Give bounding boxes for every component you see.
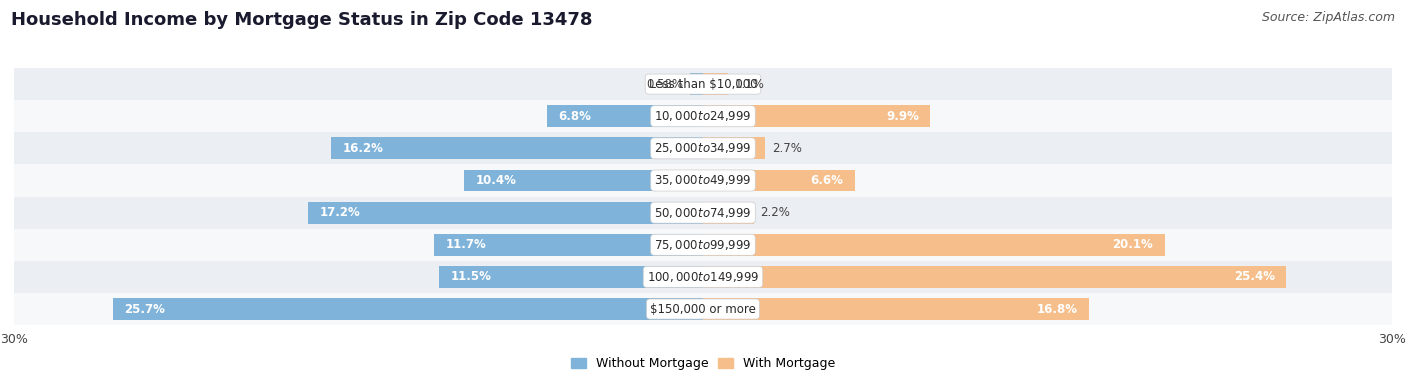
Text: 11.7%: 11.7%	[446, 238, 486, 251]
Bar	[547, 105, 703, 127]
Text: 2.7%: 2.7%	[772, 142, 801, 155]
Bar	[14, 293, 1392, 325]
Text: 17.2%: 17.2%	[319, 206, 360, 219]
Bar	[703, 105, 931, 127]
Legend: Without Mortgage, With Mortgage: Without Mortgage, With Mortgage	[565, 352, 841, 375]
Bar	[690, 73, 703, 95]
Text: $100,000 to $149,999: $100,000 to $149,999	[647, 270, 759, 284]
Bar	[703, 298, 1088, 320]
Text: 6.6%: 6.6%	[810, 174, 844, 187]
Text: 6.8%: 6.8%	[558, 110, 591, 123]
Text: 16.2%: 16.2%	[343, 142, 384, 155]
Bar	[703, 138, 765, 159]
Bar	[434, 234, 703, 256]
Bar	[14, 229, 1392, 261]
Bar	[14, 261, 1392, 293]
Text: $150,000 or more: $150,000 or more	[650, 302, 756, 316]
Bar	[14, 132, 1392, 164]
Text: 11.5%: 11.5%	[450, 270, 491, 284]
Bar	[703, 170, 855, 191]
Bar	[14, 68, 1392, 100]
Bar	[308, 202, 703, 223]
Bar	[464, 170, 703, 191]
Text: $25,000 to $34,999: $25,000 to $34,999	[654, 141, 752, 155]
Text: Less than $10,000: Less than $10,000	[648, 77, 758, 91]
Text: Household Income by Mortgage Status in Zip Code 13478: Household Income by Mortgage Status in Z…	[11, 11, 593, 29]
Text: $10,000 to $24,999: $10,000 to $24,999	[654, 109, 752, 123]
Text: 20.1%: 20.1%	[1112, 238, 1153, 251]
Bar	[703, 234, 1164, 256]
Text: $75,000 to $99,999: $75,000 to $99,999	[654, 238, 752, 252]
Bar	[439, 266, 703, 288]
Text: 25.4%: 25.4%	[1234, 270, 1275, 284]
Text: 9.9%: 9.9%	[886, 110, 920, 123]
Text: Source: ZipAtlas.com: Source: ZipAtlas.com	[1261, 11, 1395, 24]
Text: 25.7%: 25.7%	[124, 302, 165, 316]
Text: 2.2%: 2.2%	[761, 206, 790, 219]
Bar	[112, 298, 703, 320]
Bar	[703, 266, 1286, 288]
Bar	[14, 164, 1392, 197]
Text: 10.4%: 10.4%	[475, 174, 516, 187]
Bar	[14, 100, 1392, 132]
Bar	[703, 73, 728, 95]
Text: 16.8%: 16.8%	[1036, 302, 1077, 316]
Text: $35,000 to $49,999: $35,000 to $49,999	[654, 174, 752, 187]
Bar	[14, 197, 1392, 229]
Text: 0.58%: 0.58%	[645, 77, 683, 91]
Bar	[703, 202, 754, 223]
Text: $50,000 to $74,999: $50,000 to $74,999	[654, 206, 752, 220]
Bar	[330, 138, 703, 159]
Text: 1.1%: 1.1%	[735, 77, 765, 91]
